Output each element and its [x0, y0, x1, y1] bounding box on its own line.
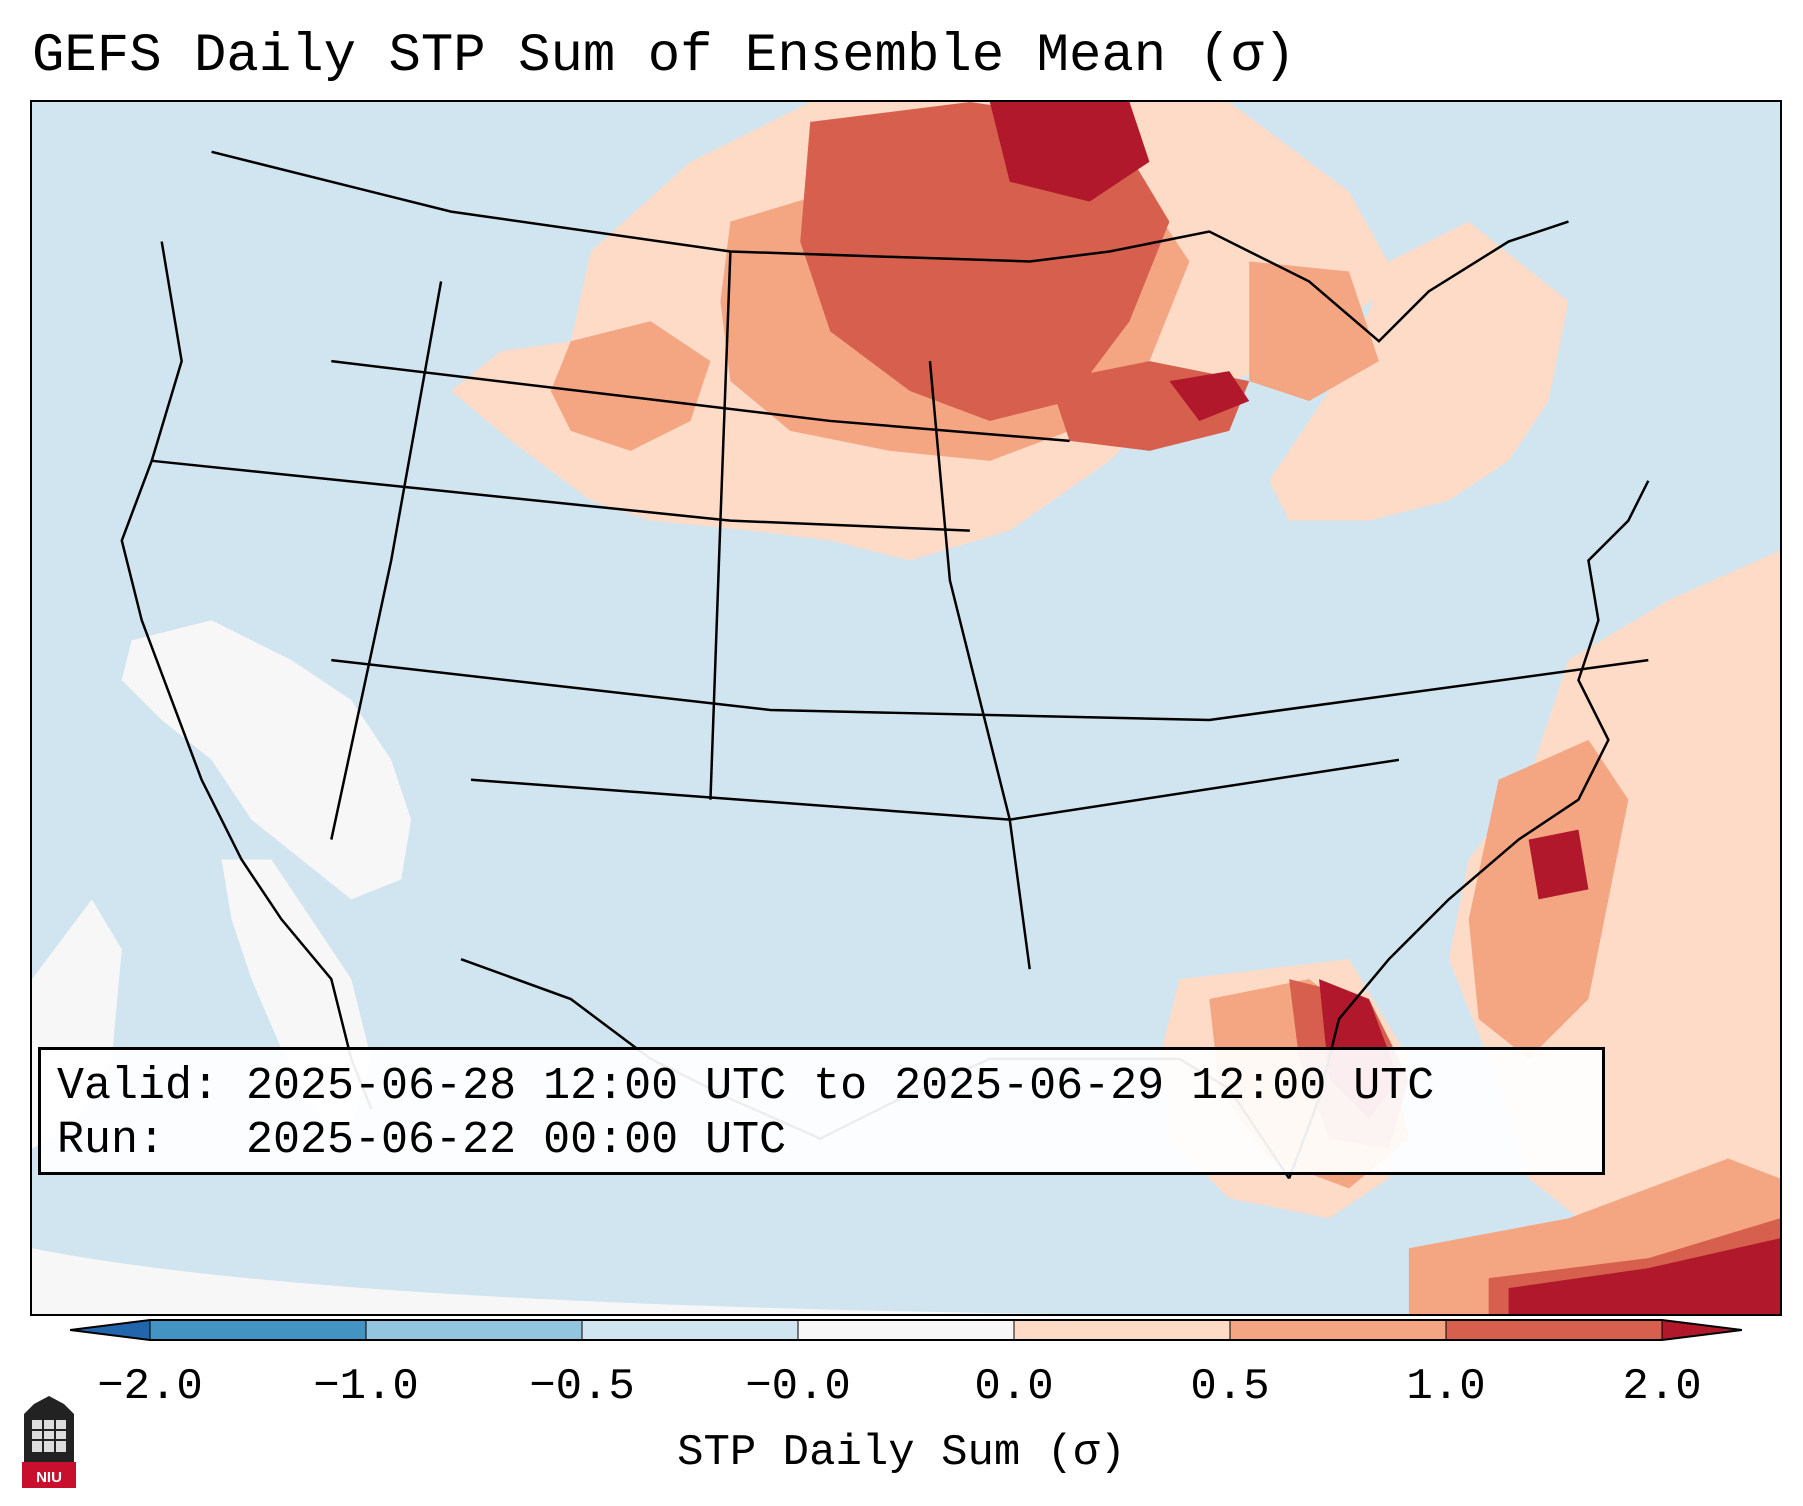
positive-anomaly-max: [989, 102, 1780, 1314]
colorbar-tick-label: −0.0: [745, 1362, 851, 1412]
medium-carolina-coast: [1468, 739, 1629, 1059]
colorbar-extend-high: [1662, 1320, 1742, 1340]
medium-montana: [550, 321, 711, 451]
white-southwest-zone: [121, 620, 412, 900]
chart-title: GEFS Daily STP Sum of Ensemble Mean (σ): [32, 26, 1296, 87]
max-caribbean: [1508, 1238, 1780, 1314]
map-frame: [30, 100, 1782, 1316]
white-bottom-edge: [32, 1248, 1780, 1314]
colorbar-tick-label: 2.0: [1622, 1362, 1702, 1412]
colorbar-segment: [1230, 1320, 1447, 1340]
state-line-1: [331, 359, 1070, 443]
colorbar-segment: [1014, 1320, 1231, 1340]
colorbar-tick-label: −0.5: [529, 1362, 635, 1412]
run-line: Run: 2025-06-22 00:00 UTC: [57, 1115, 787, 1166]
colorbar-tick-label: 0.0: [974, 1362, 1054, 1412]
colorbar-tick-label: −2.0: [97, 1362, 203, 1412]
state-line-3: [331, 658, 1649, 722]
colorbar-segment: [150, 1320, 367, 1340]
max-atlantic: [1528, 829, 1589, 900]
state-line-6: [928, 361, 1031, 970]
state-line-2: [151, 459, 970, 532]
colorbar-segment: [582, 1320, 799, 1340]
colorbar-segment: [798, 1320, 1015, 1340]
valid-line: Valid: 2025-06-28 12:00 UTC to 2025-06-2…: [57, 1061, 1435, 1112]
logo-text: NIU: [36, 1469, 62, 1486]
max-lake-superior: [1169, 371, 1250, 421]
colorbar-outline: [70, 1319, 1742, 1341]
coastline-west: [120, 241, 373, 1110]
state-borders: [120, 150, 1650, 1180]
state-line-7: [330, 281, 443, 840]
state-line-4: [470, 758, 1400, 821]
colorbar-segment: [366, 1320, 583, 1340]
niu-logo: NIU: [22, 1396, 76, 1488]
state-line-5: [709, 251, 732, 800]
us-canada-border: [211, 150, 1569, 343]
colorbar-tick-label: 0.5: [1190, 1362, 1270, 1412]
colorbar-tick-label: 1.0: [1406, 1362, 1486, 1412]
colorbar-segment: [1446, 1320, 1663, 1340]
colorbar-tick-label: −1.0: [313, 1362, 419, 1412]
light-northeast: [1269, 221, 1569, 521]
max-nd-mn: [989, 102, 1150, 202]
colorbar-label: STP Daily Sum (σ): [677, 1428, 1126, 1478]
colorbar-extend-low: [70, 1320, 150, 1340]
logo-banner: [22, 1462, 76, 1488]
colorbar: [70, 1319, 1742, 1341]
medium-ontario: [1249, 261, 1379, 402]
coastline-east: [1287, 480, 1650, 1179]
colorbar-segments: [70, 1320, 1742, 1340]
valid-run-info-box: Valid: 2025-06-28 12:00 UTC to 2025-06-2…: [38, 1047, 1605, 1175]
